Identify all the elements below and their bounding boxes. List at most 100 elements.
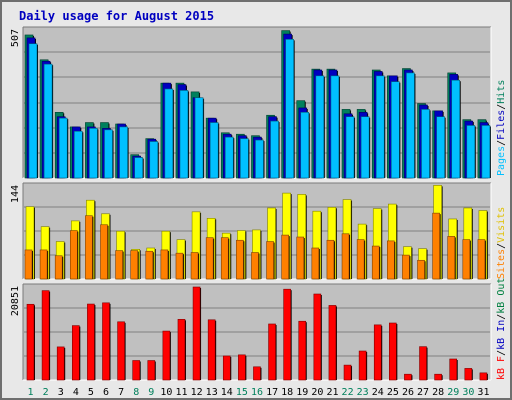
bar-sites [24,249,33,280]
bar-pages [73,130,83,179]
bar-kb-f [434,373,442,381]
bar-pages [134,157,143,179]
bar-kb-f [192,286,201,381]
bar-kb-f [238,354,246,381]
bar-kb-f [102,302,110,381]
bar-kb-f [207,319,216,381]
bar-pages [119,126,128,179]
bar-pages [466,125,476,179]
legend-top-part: Pages [496,146,507,176]
bar-kb-f [328,305,337,381]
bar-kb-f [41,290,50,381]
x-tick-label: 10 [160,387,172,398]
bar-pages [255,139,264,179]
bar-kb-f [222,355,231,381]
bar-pages [436,116,445,179]
x-tick-label: 3 [58,387,64,398]
bar-sites [85,215,93,280]
legend-bot-part: kB F [496,356,507,380]
x-tick-label: 26 [402,387,414,398]
bar-kb-f [343,364,352,381]
legend-bot-part: kB In [496,320,507,350]
panel-mid-ymax-label: 144 [10,185,21,203]
bar-sites [266,241,274,280]
legend-top-part: / [496,140,507,146]
bar-kb-f [389,322,397,381]
bar-kb-f [404,373,412,381]
bar-kb-f [479,372,488,381]
x-tick-label: 9 [148,387,154,398]
x-tick-label: 29 [447,387,459,398]
x-tick-label: 7 [118,387,124,398]
legend-bot: kB F/kB In/kB Out [496,278,507,380]
bar-pages [58,117,68,179]
bar-sites [341,233,350,280]
bar-sites [432,212,440,280]
bar-pages [224,136,234,179]
x-tick-label: 18 [281,387,293,398]
bar-sites [100,224,108,280]
x-tick-label: 22 [342,387,354,398]
bar-sites [69,230,78,280]
x-tick-label: 24 [372,387,384,398]
x-tick-label: 17 [266,387,278,398]
legend-bot-part: / [496,314,507,320]
legend-top-part: / [496,104,507,110]
legend-top: Pages/Files/Hits [496,80,507,176]
x-tick-label: 13 [206,387,218,398]
bar-kb-f [87,303,95,381]
bar-sites [311,247,320,280]
bar-sites [160,249,169,280]
x-tick-label: 30 [462,387,474,398]
bar-pages [345,116,355,179]
bar-kb-f [56,346,65,381]
bar-pages [149,141,159,179]
bar-pages [43,63,53,179]
bar-kb-f [117,321,125,381]
bar-kb-f [373,324,382,381]
legend-mid-part: / [496,243,507,249]
bar-kb-f [358,350,367,381]
x-tick-label: 25 [387,387,399,398]
bar-kb-f [298,320,307,381]
legend-top-part: Files [496,110,507,140]
x-tick-label: 1 [28,387,34,398]
bar-sites [326,239,335,280]
bar-sites [402,254,410,280]
x-tick-label: 14 [221,387,233,398]
bar-sites [251,252,259,280]
x-tick-label: 31 [477,387,489,398]
bar-sites [39,249,48,280]
bar-kb-f [177,319,186,381]
bar-pages [406,72,415,179]
legend-top-part: Hits [496,80,507,104]
bar-sites [356,239,365,280]
legend-mid-part: Visits [496,207,507,243]
bar-sites [281,234,289,280]
chart-title: Daily usage for August 2015 [19,9,215,23]
x-tick-label: 15 [236,387,248,398]
x-tick-label: 11 [175,387,187,398]
bar-kb-f [71,325,80,381]
bar-pages [270,120,279,179]
x-tick-label: 28 [432,387,444,398]
bar-pages [194,97,204,179]
bar-pages [330,75,340,179]
bar-pages [179,90,189,179]
bar-pages [164,88,174,179]
bar-sites [54,255,63,280]
bar-pages [209,122,219,179]
bar-pages [104,129,113,179]
bar-kb-f [464,368,473,381]
legend-mid: Sites/Visits [496,207,507,279]
x-tick-label: 6 [103,387,109,398]
bar-sites [130,250,138,280]
bar-sites [417,259,425,280]
x-tick-label: 21 [326,387,338,398]
bar-sites [236,239,244,280]
bar-pages [28,43,38,179]
x-tick-label: 16 [251,387,263,398]
bar-pages [89,128,98,179]
bar-kb-f [283,288,291,381]
bar-pages [451,79,461,179]
